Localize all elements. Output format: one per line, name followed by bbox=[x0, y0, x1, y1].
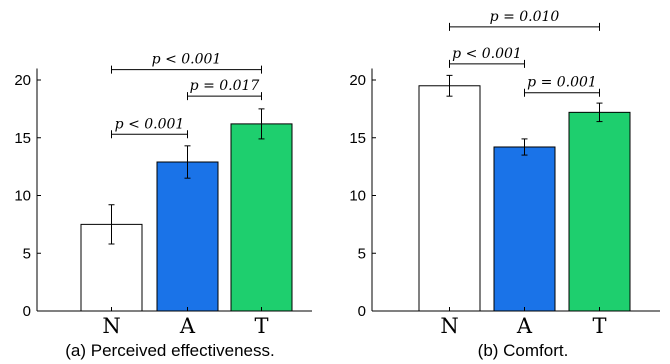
y-tick-label: 15 bbox=[349, 130, 366, 147]
p-value-label: p = 0.010 bbox=[490, 9, 560, 25]
y-tick-label: 10 bbox=[349, 188, 366, 205]
p-value-label: p = 0.001 bbox=[527, 75, 597, 91]
chart-panel-b: 0 5 10 15 20 N A Tp = 0.001 p < 0.001 p = 0.010 (b… bbox=[349, 9, 660, 360]
y-tick-label: 20 bbox=[14, 72, 31, 89]
bar-A bbox=[156, 161, 219, 312]
error-bar bbox=[108, 204, 115, 245]
x-tick-label: T bbox=[254, 314, 268, 338]
x-tick-label: A bbox=[179, 314, 196, 338]
p-value-label: p < 0.001 bbox=[152, 52, 222, 68]
caption: (a) Perceived effectiveness. bbox=[65, 341, 274, 360]
p-value-label: p < 0.001 bbox=[452, 46, 522, 62]
y-tick-label: 10 bbox=[14, 188, 31, 205]
y-tick-label: 5 bbox=[358, 245, 366, 262]
p-value-label: p < 0.001 bbox=[115, 116, 185, 132]
bar-N bbox=[418, 85, 481, 312]
chart-panel-a: 0 5 10 15 20 N A Tp < 0.001 p = 0.017 p < 0.001 (a… bbox=[14, 52, 312, 360]
significance-bracket: p < 0.001 bbox=[111, 52, 262, 74]
bar-T bbox=[230, 123, 293, 312]
x-tick-label: T bbox=[592, 314, 606, 338]
error-bar bbox=[521, 138, 528, 156]
x-tick-label: N bbox=[102, 314, 120, 338]
bar-A bbox=[493, 146, 556, 312]
significance-bracket: p = 0.017 bbox=[187, 78, 262, 101]
x-tick-label: A bbox=[516, 314, 533, 338]
caption: (b) Comfort. bbox=[478, 341, 569, 360]
y-tick-label: 0 bbox=[23, 303, 31, 320]
significance-bracket: p = 0.010 bbox=[449, 9, 600, 31]
y-tick-label: 0 bbox=[358, 303, 366, 320]
x-tick-label: N bbox=[440, 314, 458, 338]
y-tick-label: 15 bbox=[14, 130, 31, 147]
error-bar bbox=[184, 145, 191, 179]
error-bar bbox=[446, 74, 453, 97]
bar-T bbox=[568, 111, 631, 312]
error-bar bbox=[258, 108, 265, 140]
significance-bracket: p = 0.001 bbox=[524, 75, 600, 97]
significance-bracket: p < 0.001 bbox=[449, 46, 525, 68]
y-tick-label: 20 bbox=[349, 72, 366, 89]
error-bar bbox=[596, 102, 603, 123]
y-tick-label: 5 bbox=[23, 245, 31, 262]
significance-bracket: p < 0.001 bbox=[111, 116, 188, 139]
p-value-label: p = 0.017 bbox=[190, 78, 260, 94]
